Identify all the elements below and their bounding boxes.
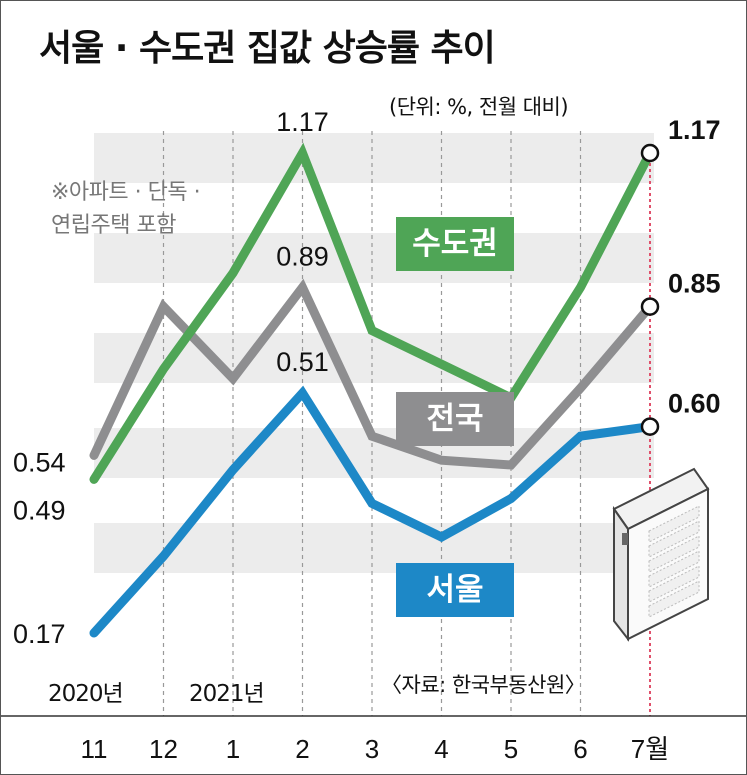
end-marker-2 (640, 417, 660, 436)
year-label-2021: 2021년 (189, 681, 265, 707)
chart-title: 서울 · 수도권 집값 상승률 추이 (39, 28, 496, 69)
grid-band-0 (94, 133, 654, 183)
footnote-line-2: 연립주택 포함 (51, 213, 176, 238)
purifier-grille-5 (648, 580, 700, 618)
air-purifier-illustration (612, 467, 710, 642)
x-tick-4: 3 (365, 734, 379, 764)
value-label-0: 0.54 (13, 447, 66, 477)
series-line-2 (89, 385, 655, 638)
purifier-grille-0 (648, 505, 700, 543)
value-label-7: 0.85 (668, 269, 721, 299)
x-tick-0: 11 (81, 734, 108, 764)
grid-band-2 (94, 333, 654, 383)
x-tick-5: 4 (434, 734, 448, 764)
value-label-6: 1.17 (668, 115, 721, 145)
x-tick-2: 1 (226, 734, 240, 764)
series-label-nationwide: 전국 (396, 392, 514, 446)
grid-band-1 (94, 233, 654, 283)
series-label-seoul: 서울 (396, 563, 514, 617)
purifier-button (622, 533, 628, 545)
grid-band-4 (94, 523, 654, 573)
purifier-grille-4 (648, 565, 700, 603)
x-tick-7: 6 (573, 734, 587, 764)
purifier-grille-3 (648, 550, 700, 588)
x-tick-6: 5 (504, 734, 518, 764)
x-tick-1: 12 (149, 734, 178, 764)
value-label-1: 0.49 (13, 495, 66, 525)
source-note: 〈자료: 한국부동산원〉 (381, 673, 586, 697)
value-label-5: 0.51 (276, 347, 329, 377)
series-line-0 (89, 142, 655, 484)
purifier-grille-1 (648, 520, 700, 558)
footnote: ※아파트 · 단독 · 연립주택 포함 (51, 176, 281, 242)
value-label-2: 0.17 (13, 619, 66, 649)
unit-note: (단위: %, 전월 대비) (389, 95, 569, 119)
footnote-line-1: ※아파트 · 단독 · (51, 180, 201, 205)
end-marker-1 (640, 297, 660, 316)
series-label-capital-area: 수도권 (396, 217, 514, 271)
x-tick-8: 7월 (631, 734, 669, 764)
purifier-side (613, 505, 629, 642)
value-label-8: 0.60 (668, 389, 721, 419)
value-label-3: 1.17 (276, 107, 329, 137)
purifier-grille-2 (648, 535, 700, 573)
x-tick-3: 2 (295, 734, 309, 764)
end-marker-0 (640, 143, 660, 163)
value-label-4: 0.89 (276, 241, 329, 271)
year-label-2020: 2020년 (48, 681, 124, 707)
